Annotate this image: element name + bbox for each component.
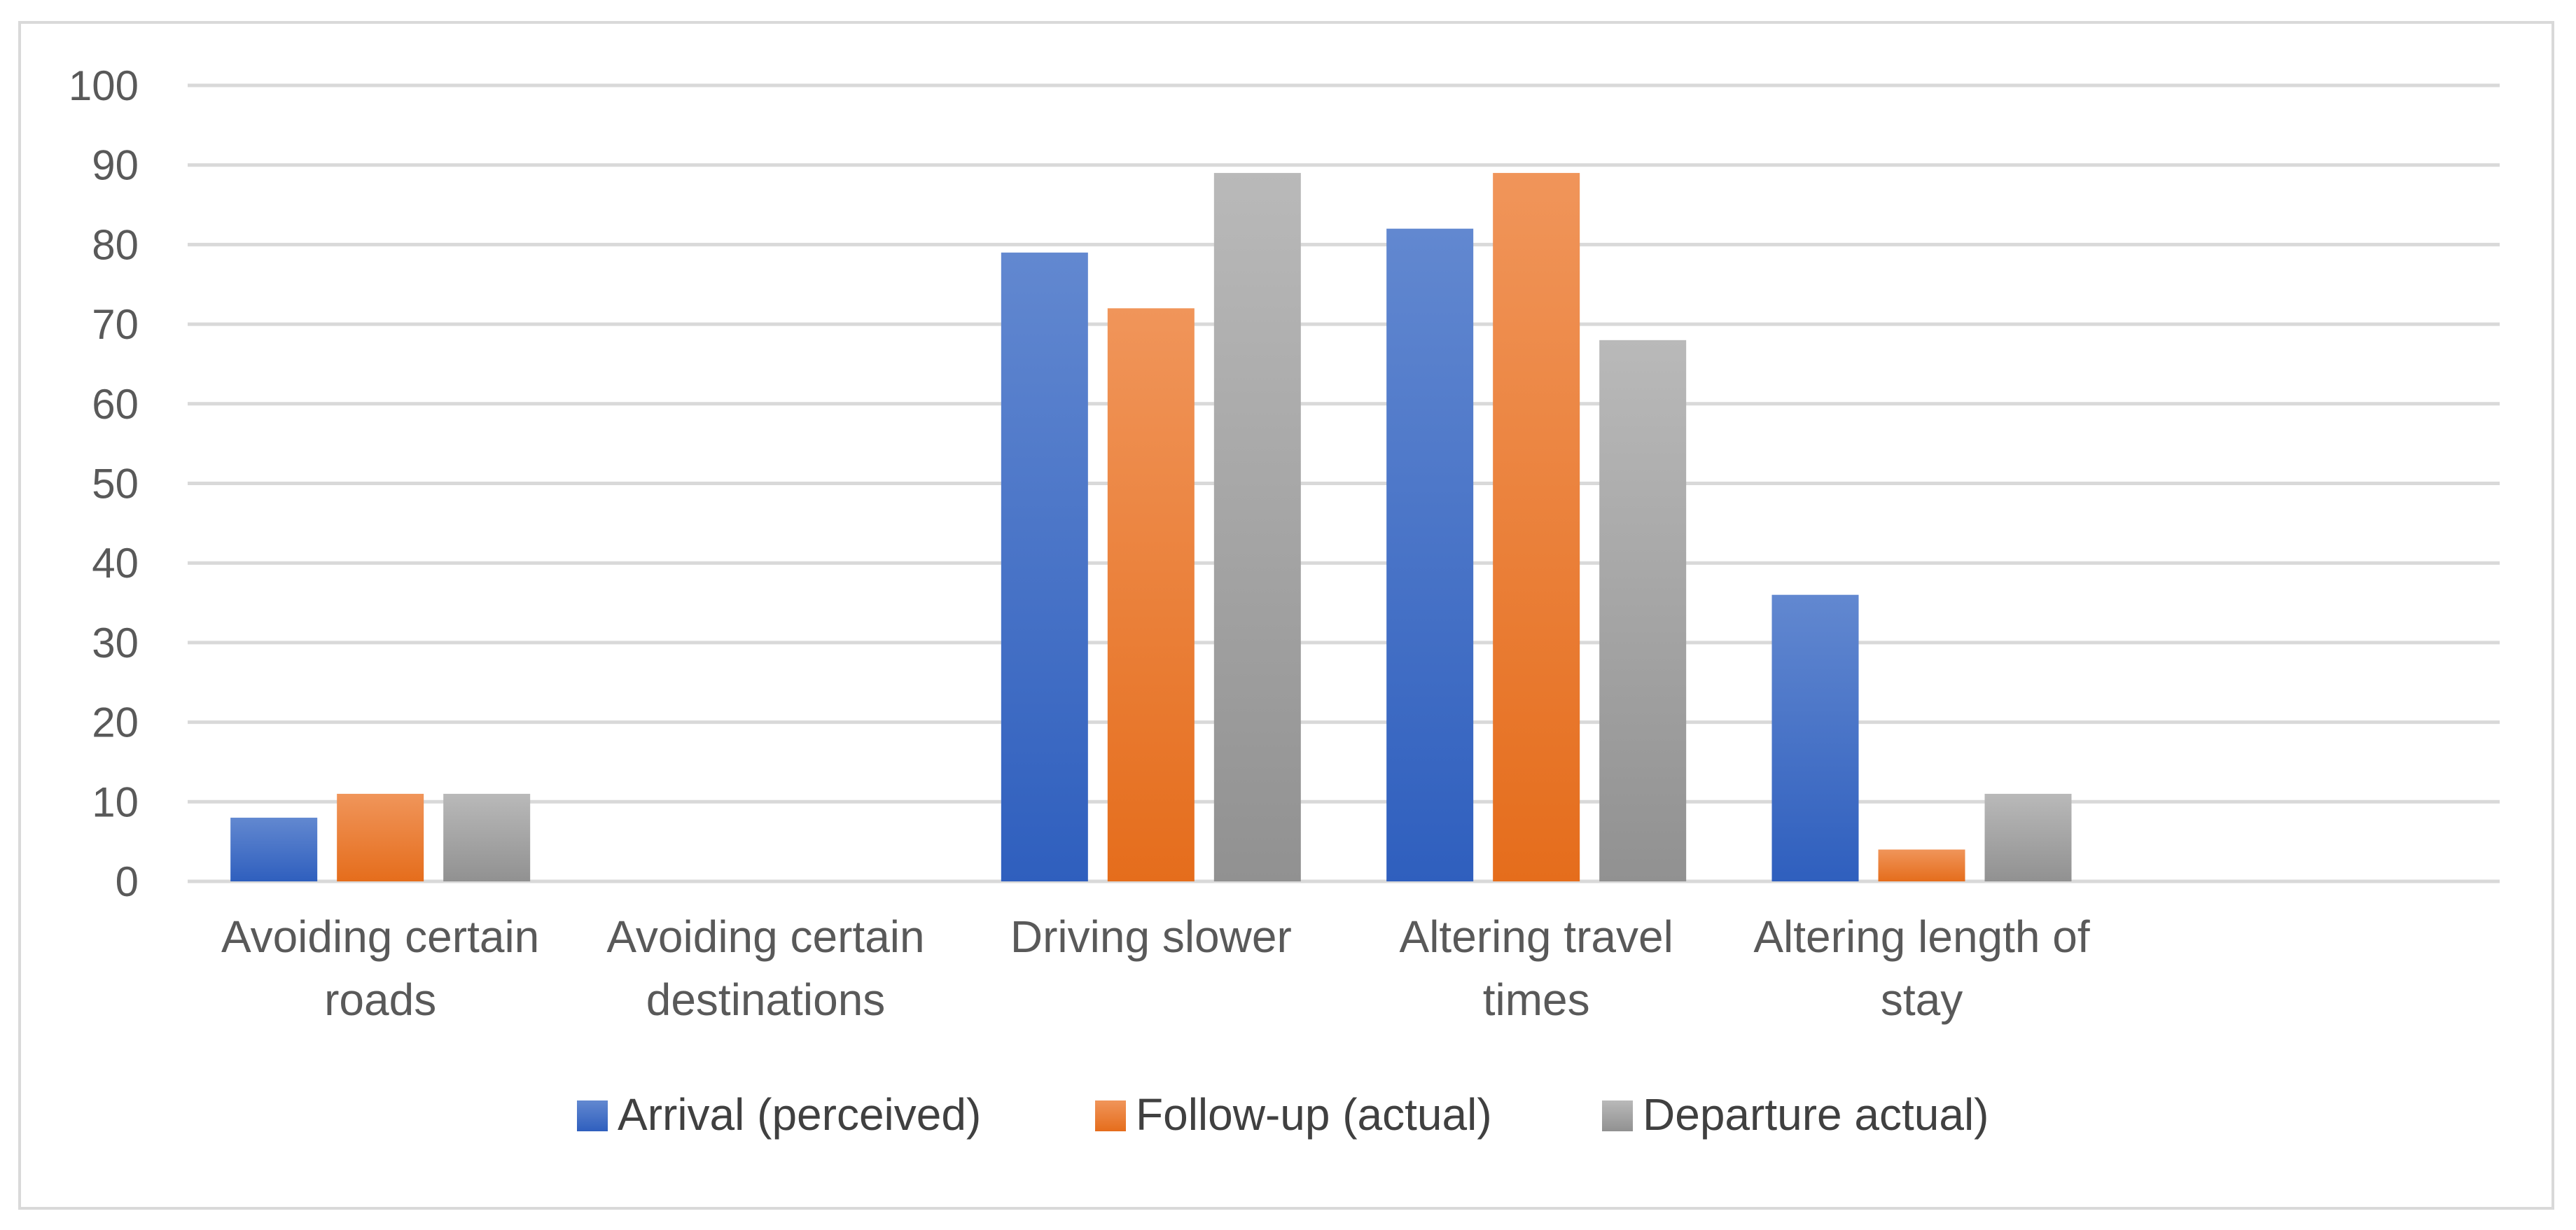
bar-arrival [1771, 594, 1859, 881]
x-axis-labels: Avoiding certain roads Avoiding certain des… [221, 911, 2090, 1025]
bar-arrival [1386, 228, 1474, 881]
bar-arrival [1001, 252, 1088, 881]
legend-swatch [577, 1100, 608, 1131]
bar-departure [1213, 173, 1301, 881]
x-category-label: Driving slower [1010, 911, 1292, 962]
legend-label: Arrival (perceived) [618, 1089, 981, 1140]
bar-departure [1599, 340, 1687, 882]
y-tick-label: 100 [69, 62, 139, 109]
chart-frame: 0 10 20 30 40 50 60 70 80 90 100 Avoiding certain r… [18, 21, 2554, 1210]
bar-chart: 0 10 20 30 40 50 60 70 80 90 100 Avoiding certain r… [69, 62, 2500, 1140]
legend-swatch [1095, 1100, 1126, 1131]
legend: Arrival (perceived) Follow-up (actual) Dep… [577, 1089, 1989, 1140]
y-tick-label: 30 [92, 620, 139, 666]
bar-follow-up [1878, 849, 1965, 881]
x-category-label: Avoiding certain roads [221, 911, 539, 1025]
y-axis-ticks: 0 10 20 30 40 50 60 70 80 90 100 [69, 62, 139, 905]
x-category-label: Altering length of stay [1753, 911, 2090, 1025]
y-tick-label: 10 [92, 778, 139, 825]
y-tick-label: 0 [116, 858, 139, 905]
bar-follow-up [337, 793, 424, 881]
x-category-label: Altering travel times [1400, 911, 1673, 1025]
y-tick-label: 50 [92, 461, 139, 508]
y-tick-label: 60 [92, 381, 139, 428]
bar-follow-up [1107, 308, 1195, 881]
y-tick-label: 90 [92, 142, 139, 189]
legend-label: Follow-up (actual) [1136, 1089, 1492, 1140]
y-tick-label: 20 [92, 699, 139, 746]
gridlines [188, 83, 2500, 883]
bar-departure [1984, 793, 2072, 881]
y-tick-label: 80 [92, 221, 139, 268]
bar-departure [443, 793, 531, 881]
y-tick-label: 40 [92, 540, 139, 587]
bar-arrival [230, 818, 318, 881]
y-tick-label: 70 [92, 301, 139, 348]
legend-swatch [1602, 1100, 1633, 1131]
bars [230, 173, 2072, 882]
x-category-label: Avoiding certain destinations [606, 911, 924, 1025]
legend-label: Departure actual) [1643, 1089, 1989, 1140]
bar-follow-up [1493, 173, 1580, 881]
